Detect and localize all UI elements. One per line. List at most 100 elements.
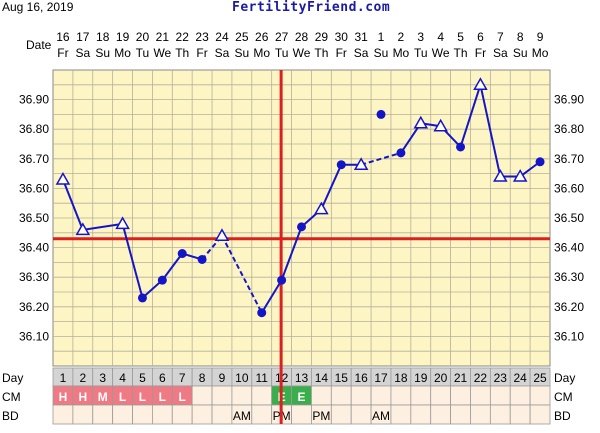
row-cell-bd [489, 404, 511, 425]
row-cell-cm [390, 385, 412, 406]
weekday-label: Su [374, 46, 389, 60]
row-cell-bd [151, 404, 173, 425]
weekday-label: Fr [57, 46, 68, 60]
row-value-day: 24 [514, 371, 528, 385]
temp-point-filled [396, 148, 406, 158]
weekday-label: Fr [196, 46, 207, 60]
weekday-label: Sa [493, 46, 508, 60]
row-value-day: 20 [434, 371, 448, 385]
date-label: 19 [116, 30, 130, 44]
y-tick-label-left: 36.10 [19, 329, 49, 343]
row-cell-bd [132, 404, 153, 425]
temp-point-open [55, 172, 71, 185]
temp-point-open [353, 157, 369, 170]
temp-point-filled [177, 249, 187, 259]
temp-point-filled [277, 275, 287, 285]
temp-point-open [512, 169, 528, 182]
y-tick-label-right: 36.70 [554, 152, 584, 166]
weekday-label: We [153, 46, 171, 60]
row-cell-cm [410, 385, 432, 406]
row-value-day: 17 [374, 371, 388, 385]
row-label-right-bd: BD [554, 409, 571, 423]
temp-line-segment [479, 84, 502, 177]
row-cell-cm [211, 385, 233, 406]
row-value-day: 13 [295, 371, 309, 385]
row-cell-cm [191, 385, 213, 406]
temp-point-open [493, 169, 508, 182]
weekday-label: Su [95, 46, 110, 60]
row-cell-bd [191, 404, 213, 425]
row-value-bd: PM [312, 409, 330, 423]
date-label: 5 [457, 30, 464, 44]
row-cell-bd [112, 404, 133, 425]
temp-line-segment [221, 235, 263, 314]
row-cell-cm [231, 385, 253, 406]
y-tick-label-right: 36.30 [554, 270, 584, 284]
weekday-label: Mo [393, 46, 410, 60]
row-value-day: 19 [414, 371, 428, 385]
temp-point-open [314, 201, 329, 215]
date-label: 25 [235, 30, 249, 44]
date-label: 1 [378, 30, 385, 44]
y-tick-label-right: 36.10 [554, 329, 584, 343]
temp-point-filled [297, 222, 306, 232]
date-label: 30 [335, 30, 349, 44]
y-tick-label-left: 36.50 [19, 211, 49, 225]
date-label: 23 [195, 30, 209, 44]
y-tick-label-right: 36.50 [554, 211, 584, 225]
temp-point-filled [336, 160, 346, 170]
row-value-day: 15 [335, 371, 349, 385]
date-label: 22 [176, 30, 190, 44]
temp-point-filled [535, 157, 545, 167]
date-label: 20 [136, 30, 150, 44]
row-label-right-cm: CM [554, 390, 573, 404]
weekday-label: Sa [215, 46, 230, 60]
row-cell-bd [211, 404, 233, 425]
row-value-bd: AM [233, 409, 251, 423]
weekday-label: Su [235, 46, 250, 60]
temp-line-segment [121, 223, 144, 299]
y-tick-label-right: 36.60 [554, 181, 584, 195]
row-value-day: 16 [354, 371, 368, 385]
row-cell-bd [251, 404, 273, 425]
date-label: 16 [56, 30, 70, 44]
weekday-label: Th [175, 46, 189, 60]
row-label-cm: CM [2, 390, 21, 404]
site-name[interactable]: FertilityFriend.com [232, 0, 391, 15]
row-value-day: 3 [99, 371, 106, 385]
weekday-label: We [432, 46, 450, 60]
y-tick-label-left: 36.20 [19, 300, 49, 314]
row-value-cm: L [139, 390, 146, 404]
row-cell-cm [509, 385, 531, 406]
weekday-label: Fr [336, 46, 347, 60]
row-cell-bd [72, 404, 94, 425]
temp-point-filled [137, 293, 147, 303]
weekday-label: Sa [75, 46, 90, 60]
row-value-day: 21 [454, 371, 468, 385]
date-label: 17 [76, 30, 90, 44]
row-cell-bd [450, 404, 471, 425]
row-value-bd: AM [372, 409, 390, 423]
date-label: 9 [537, 30, 544, 44]
row-cell-bd [390, 404, 412, 425]
row-cell-cm [370, 385, 392, 406]
row-cell-cm [529, 385, 551, 406]
weekday-label: We [293, 46, 311, 60]
weekday-label: Mo [114, 46, 131, 60]
temp-line-segment [161, 252, 184, 281]
y-tick-label-right: 36.80 [554, 122, 584, 136]
temp-point-open [75, 222, 91, 236]
row-cell-bd [470, 404, 491, 425]
weekday-label: Su [513, 46, 528, 60]
row-cell-bd [330, 404, 352, 425]
row-cell-cm [251, 385, 273, 406]
row-value-cm: H [78, 390, 87, 404]
weekday-label: Sa [354, 46, 369, 60]
date-label: 21 [156, 30, 170, 44]
temp-line-segment [280, 226, 303, 281]
temp-point-filled [257, 308, 267, 318]
temp-line-segment [360, 151, 402, 166]
row-value-day: 8 [199, 371, 206, 385]
row-value-cm: L [119, 390, 126, 404]
y-tick-label-right: 36.20 [554, 300, 584, 314]
